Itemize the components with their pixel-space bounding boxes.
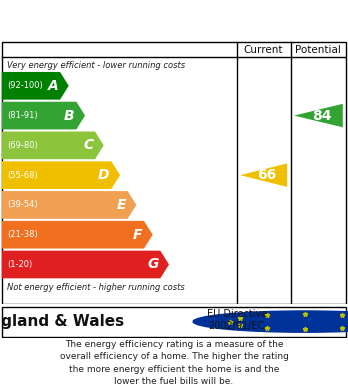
Text: D: D — [98, 168, 110, 182]
Polygon shape — [240, 163, 287, 187]
Polygon shape — [2, 131, 104, 159]
Text: (55-68): (55-68) — [7, 170, 38, 179]
Text: F: F — [133, 228, 142, 242]
Text: (81-91): (81-91) — [7, 111, 38, 120]
Text: E: E — [117, 198, 126, 212]
Text: A: A — [48, 79, 58, 93]
Text: (69-80): (69-80) — [7, 141, 38, 150]
Text: EU Directive
2002/91/EC: EU Directive 2002/91/EC — [206, 309, 267, 331]
Text: 84: 84 — [312, 109, 332, 122]
Text: Potential: Potential — [295, 45, 341, 54]
Polygon shape — [2, 221, 153, 249]
Text: G: G — [147, 258, 159, 271]
Text: England & Wales: England & Wales — [0, 314, 124, 329]
Text: C: C — [83, 138, 93, 152]
Text: The energy efficiency rating is a measure of the
overall efficiency of a home. T: The energy efficiency rating is a measur… — [60, 340, 288, 386]
Polygon shape — [2, 251, 169, 278]
Polygon shape — [294, 104, 343, 127]
Text: 66: 66 — [258, 168, 277, 182]
Text: Not energy efficient - higher running costs: Not energy efficient - higher running co… — [7, 283, 185, 292]
Polygon shape — [2, 161, 120, 189]
Circle shape — [193, 311, 348, 332]
Text: B: B — [64, 109, 74, 122]
Text: (1-20): (1-20) — [7, 260, 32, 269]
Polygon shape — [2, 102, 85, 129]
Polygon shape — [2, 72, 69, 100]
Text: Energy Efficiency Rating: Energy Efficiency Rating — [50, 11, 298, 30]
Text: Very energy efficient - lower running costs: Very energy efficient - lower running co… — [7, 61, 185, 70]
Polygon shape — [2, 191, 136, 219]
Text: (21-38): (21-38) — [7, 230, 38, 239]
Text: Current: Current — [244, 45, 283, 54]
Text: (39-54): (39-54) — [7, 201, 38, 210]
Text: (92-100): (92-100) — [7, 81, 43, 90]
